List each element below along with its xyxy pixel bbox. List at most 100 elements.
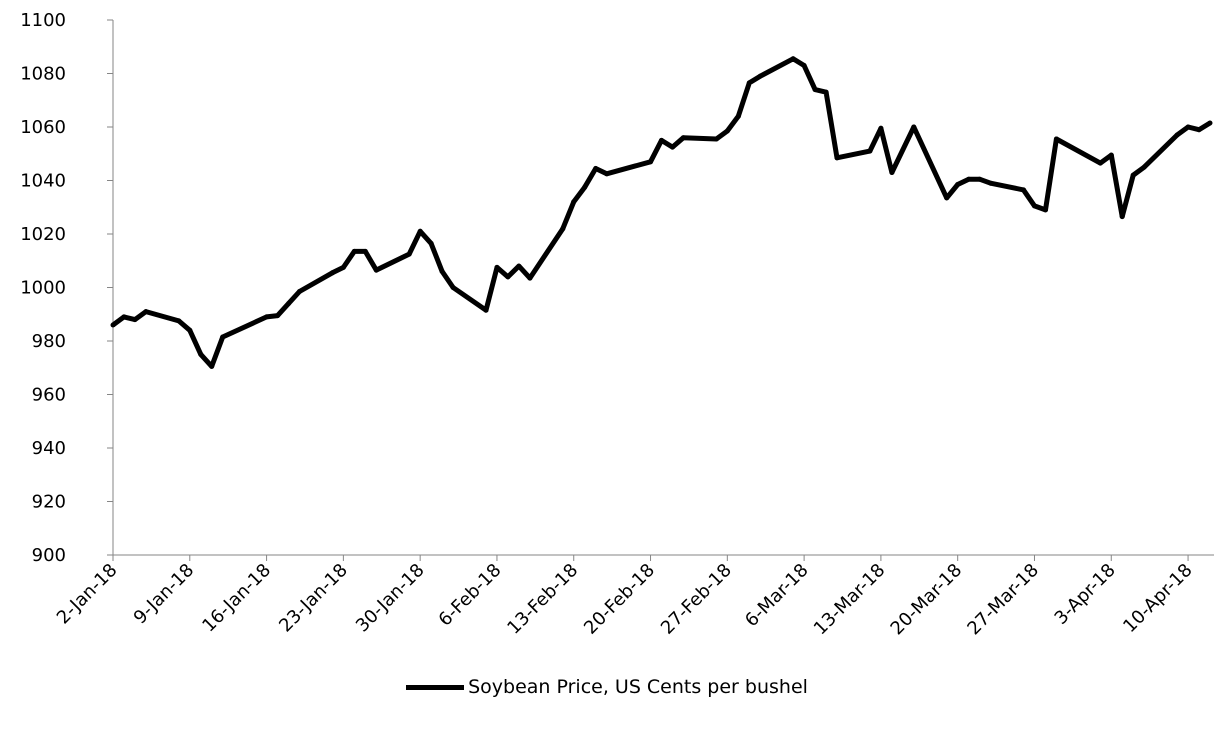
series-layer (111, 56, 1212, 369)
y-tick-label: 920 (32, 492, 66, 513)
data-point (977, 176, 983, 182)
data-point (746, 80, 752, 86)
data-point (209, 363, 215, 369)
x-tick-label: 2-Jan-18 (53, 560, 122, 629)
data-point (1021, 187, 1026, 193)
data-point (1185, 124, 1191, 130)
x-tick-label: 27-Mar-18 (963, 560, 1043, 640)
x-tick-label: 13-Mar-18 (810, 560, 890, 640)
data-point (1053, 136, 1059, 142)
x-tick-label: 16-Jan-18 (198, 560, 275, 637)
data-point (724, 128, 730, 134)
x-tick-label: 6-Feb-18 (435, 560, 506, 631)
data-point (264, 314, 270, 320)
data-point (373, 267, 379, 273)
data-point (713, 136, 719, 142)
data-point (143, 309, 149, 315)
y-tick-label: 940 (32, 438, 66, 459)
data-point (955, 182, 961, 187)
data-point (362, 248, 368, 254)
y-tick-label: 960 (32, 385, 66, 406)
data-point (560, 226, 566, 232)
series-line (111, 56, 1212, 369)
x-tick-label: 23-Jan-18 (275, 560, 352, 637)
y-tick-label: 1040 (20, 171, 66, 192)
data-point (834, 155, 840, 161)
data-point (1141, 164, 1147, 170)
data-point (417, 228, 423, 234)
x-tick-label: 9-Jan-18 (130, 560, 199, 629)
data-point (198, 351, 204, 357)
data-point (1174, 132, 1180, 138)
data-point (812, 87, 818, 93)
data-point (889, 170, 895, 175)
x-tick-label: 20-Mar-18 (887, 560, 967, 640)
data-point (1043, 207, 1048, 213)
data-point (428, 240, 434, 246)
data-point (944, 195, 950, 201)
data-point (439, 268, 445, 274)
data-point (1032, 203, 1037, 209)
data-point (220, 334, 226, 340)
data-point (450, 285, 456, 290)
data-point (1097, 160, 1103, 166)
y-tick-label: 1100 (20, 10, 66, 31)
data-point (1119, 214, 1125, 220)
y-tick-label: 900 (32, 545, 66, 566)
data-point (187, 327, 193, 333)
x-tick-label: 3-Apr-18 (1051, 560, 1120, 629)
data-point (680, 135, 686, 141)
data-point (878, 125, 884, 131)
x-tick-label: 6-Mar-18 (741, 560, 813, 632)
y-tick-label: 1000 (20, 278, 66, 299)
data-point (351, 248, 357, 254)
data-point (483, 307, 489, 313)
data-point (297, 289, 302, 294)
data-point (121, 314, 127, 320)
data-point (286, 301, 291, 307)
data-point (604, 171, 610, 177)
data-point (275, 313, 281, 319)
y-tick-label: 1080 (20, 64, 66, 85)
data-point (659, 137, 664, 143)
data-point (988, 180, 994, 186)
data-point (801, 63, 807, 68)
x-tick-label: 27-Feb-18 (657, 560, 736, 639)
data-point (110, 322, 116, 328)
data-point (1207, 120, 1213, 126)
y-tick-label: 1020 (20, 224, 66, 245)
data-point (1130, 172, 1136, 178)
data-point (516, 263, 522, 269)
data-point (966, 176, 972, 182)
x-tick-label: 10-Apr-18 (1119, 560, 1196, 637)
data-point (593, 166, 599, 171)
data-point (1196, 127, 1202, 133)
x-tick-label: 13-Feb-18 (503, 560, 582, 639)
x-tick-label: 30-Jan-18 (352, 560, 429, 637)
data-point (571, 199, 577, 205)
y-tick-label: 1060 (20, 117, 66, 138)
data-point (527, 275, 533, 281)
data-point (735, 113, 741, 119)
x-tick-label: 20-Feb-18 (580, 560, 659, 639)
legend-swatch (406, 685, 465, 690)
data-point (582, 184, 588, 190)
legend: Soybean Price, US Cents per bushel (0, 676, 1214, 698)
data-point (648, 159, 653, 165)
legend-label: Soybean Price, US Cents per bushel (468, 676, 808, 698)
data-point (1108, 152, 1114, 158)
data-point (823, 89, 829, 95)
data-point (911, 124, 917, 130)
x-axis: 2-Jan-18 9-Jan-18 16-Jan-18 23-Jan-18 30-Jan… (53, 554, 1214, 640)
data-point (867, 148, 873, 154)
data-point (790, 56, 796, 62)
data-point (406, 251, 412, 257)
data-points (110, 56, 1213, 369)
data-point (757, 73, 763, 79)
data-point (340, 264, 346, 270)
data-point (505, 274, 511, 280)
data-point (329, 270, 335, 276)
data-point (176, 318, 182, 324)
y-axis: 900 920 940 960 980 1000 1020 1040 1060 1080 1100 (20, 10, 114, 566)
